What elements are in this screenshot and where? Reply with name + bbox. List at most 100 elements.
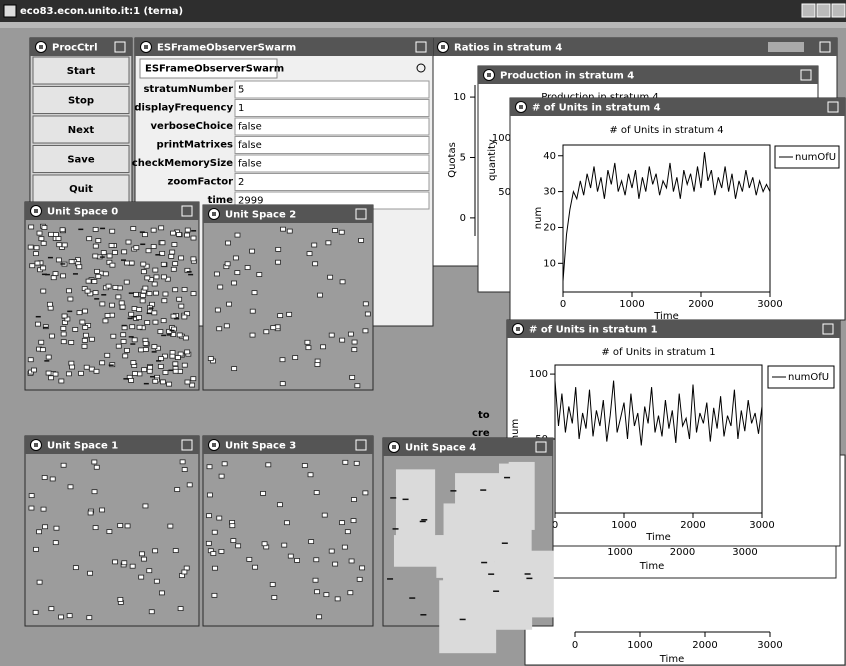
window-iconify-button[interactable] <box>800 69 812 81</box>
space-agent <box>159 250 166 256</box>
space-agent <box>28 224 35 230</box>
x-tick-label: 2000 <box>692 640 717 651</box>
space-agent <box>206 513 212 519</box>
space-agent <box>488 573 495 575</box>
space-agent <box>82 325 89 330</box>
y-tick-label: 100 <box>492 133 511 144</box>
space-agent <box>121 560 128 566</box>
window-iconify-button[interactable] <box>822 323 834 335</box>
field-input[interactable] <box>234 173 430 191</box>
unit-space-window: Unit Space 4 <box>382 437 554 654</box>
space-agent <box>184 227 191 233</box>
window-iconify-button[interactable] <box>355 439 367 451</box>
window-iconify-button[interactable] <box>819 41 831 53</box>
space-agent <box>312 261 319 267</box>
space-agent <box>339 520 345 526</box>
field-input[interactable] <box>234 117 430 136</box>
space-agent <box>214 271 220 277</box>
space-agent <box>42 324 49 330</box>
space-agent <box>275 246 282 252</box>
space-agent <box>59 227 66 233</box>
space-agent <box>249 248 255 254</box>
window-iconify-button[interactable] <box>415 41 427 53</box>
space-agent <box>181 287 188 292</box>
space-agent <box>170 230 176 236</box>
space-agent <box>190 291 197 297</box>
space-agent <box>117 597 124 602</box>
minimize-button[interactable] <box>801 3 816 18</box>
space-agent <box>84 288 91 294</box>
control-button[interactable] <box>32 56 130 85</box>
window-iconify-button[interactable] <box>181 205 193 217</box>
field-input[interactable] <box>234 154 430 173</box>
space-agent <box>109 302 115 308</box>
x-tick-label: 3000 <box>749 520 774 531</box>
space-agent <box>144 275 151 281</box>
space-agent <box>52 271 59 277</box>
space-agent <box>249 332 256 338</box>
space-mark <box>140 243 146 246</box>
space-agent <box>120 339 127 344</box>
space-agent <box>133 245 140 251</box>
control-button[interactable] <box>32 145 130 173</box>
space-agent <box>142 340 149 346</box>
space-agent <box>168 254 175 259</box>
window-title-bar <box>30 38 132 56</box>
space-agent <box>36 579 43 585</box>
control-button[interactable] <box>32 115 130 144</box>
window-iconify-button[interactable] <box>355 208 367 220</box>
control-button[interactable] <box>32 174 130 203</box>
space-agent <box>40 240 47 246</box>
space-agent <box>40 288 47 294</box>
data-line <box>554 380 763 446</box>
window-frame <box>509 97 846 321</box>
space-agent <box>351 497 357 502</box>
window-iconify-button[interactable] <box>181 439 193 451</box>
legend-label: numOfU <box>788 372 829 383</box>
window-menu-dot <box>212 443 216 447</box>
space-agent <box>265 462 272 468</box>
space-agent <box>141 556 147 562</box>
space-agent <box>93 368 100 374</box>
space-agent <box>102 271 109 277</box>
space-mark <box>128 292 134 294</box>
space-agent <box>128 378 134 383</box>
window-menu-dot <box>144 45 148 49</box>
field-input[interactable] <box>234 136 430 154</box>
window-iconify-button[interactable] <box>535 441 547 453</box>
window-menu-dot <box>487 73 491 77</box>
space-agent <box>109 262 116 268</box>
space-agent <box>328 548 335 554</box>
space-mark <box>166 334 172 336</box>
field-value: false <box>238 159 262 170</box>
maximize-button[interactable] <box>816 3 831 18</box>
space-agent <box>67 484 74 490</box>
space-agent <box>151 281 158 287</box>
space-mark <box>130 343 136 345</box>
chart-title: # of Units in stratum 4 <box>609 125 723 136</box>
space-agent <box>159 590 165 596</box>
window-iconify-button[interactable] <box>827 101 839 113</box>
text-fragment: to <box>478 410 490 421</box>
space-agent <box>81 343 88 349</box>
control-button[interactable] <box>32 86 130 114</box>
space-agent <box>216 515 223 521</box>
space-agent <box>66 371 72 377</box>
space-agent <box>76 310 83 316</box>
window-iconify-button[interactable] <box>114 41 126 53</box>
space-agent <box>122 353 129 359</box>
field-input[interactable] <box>234 80 430 99</box>
window-title: ProcCtrl <box>52 43 98 54</box>
space-agent <box>182 335 189 341</box>
close-button[interactable] <box>831 3 846 18</box>
space-agent <box>55 236 62 241</box>
field-label: stratumNumber <box>143 84 233 95</box>
field-input[interactable] <box>234 99 430 117</box>
window-title: Unit Space 3 <box>225 441 296 452</box>
space-mark <box>41 273 47 276</box>
space-mark <box>150 376 156 378</box>
space-agent <box>132 371 138 376</box>
window-menu-dot <box>39 45 43 49</box>
space-agent <box>151 344 158 350</box>
space-agent <box>66 288 72 294</box>
